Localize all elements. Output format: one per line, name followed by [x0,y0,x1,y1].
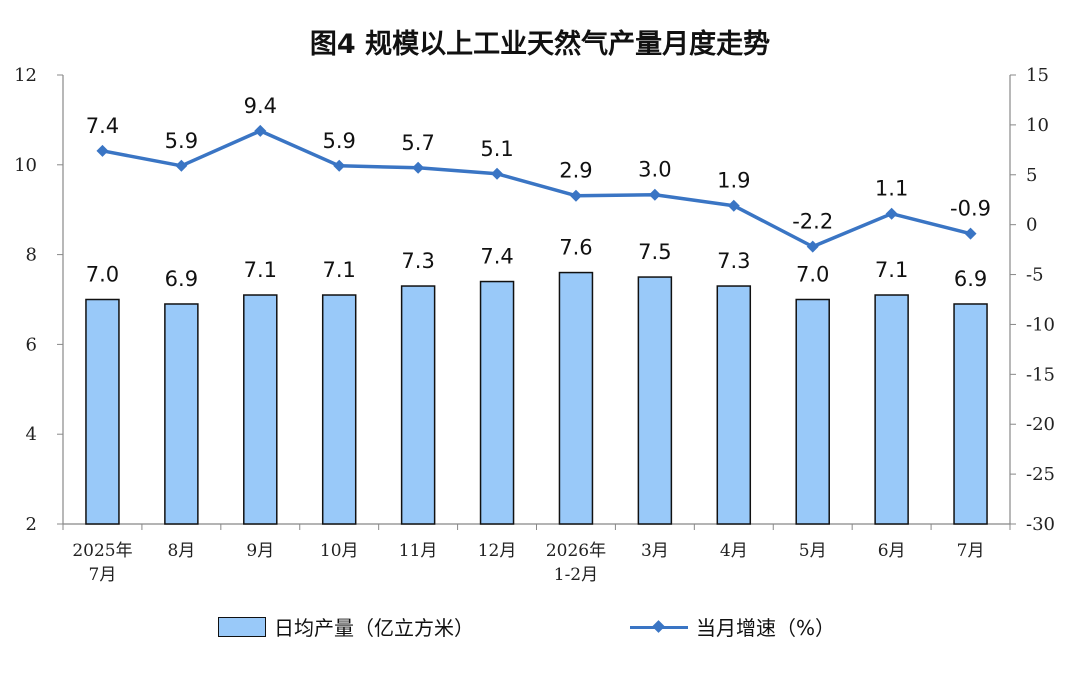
bar [558,271,594,525]
x-tick-label: 12月 [478,541,517,561]
line-data-label: 2.9 [559,159,592,183]
legend-line-label: 当月增速（%） [696,616,836,640]
bar-data-label: 7.5 [638,240,671,264]
x-tick-label: 7月 [89,565,117,585]
x-tick-label: 9月 [246,541,274,561]
line-point [885,207,898,220]
line-data-label: 9.4 [244,94,277,118]
bar-data-label: 7.6 [559,236,592,260]
line-point [491,167,504,180]
y-left-tick-label: 4 [26,424,37,445]
x-tick-label: 7月 [957,541,985,561]
line-data-label: 5.7 [401,131,434,155]
x-tick-label: 11月 [399,541,438,561]
bar [874,294,909,525]
line-point [727,199,740,212]
bar-data-label: 7.0 [86,263,119,287]
y-right-tick-label: -25 [1026,464,1055,485]
line-point [569,189,582,202]
line-data-label: -2.2 [792,210,833,234]
legend-bar: 日均产量（亿立方米） [218,612,474,641]
chart-title: 图4 规模以上工业天然气产量月度走势 [309,29,771,60]
line-point [964,227,977,240]
bar [795,298,830,525]
legend-line-swatch [630,618,688,636]
line-point [96,144,109,157]
line-data-label: 1.1 [875,177,908,201]
bar [637,276,673,525]
x-tick-label: 2025年 [72,541,132,561]
legend-line: 当月增速（%） [630,612,835,641]
line-point [175,159,188,172]
bar-data-label: 7.4 [480,245,513,269]
line-point [806,240,819,253]
y-right-tick-label: -10 [1026,314,1055,335]
line-data-label: 3.0 [638,158,671,182]
y-left-tick-label: 12 [14,65,37,86]
line-point [648,188,661,201]
line-data-label: 5.9 [323,129,356,153]
x-tick-label: 5月 [799,541,827,561]
x-tick-label: 8月 [167,541,195,561]
bar-data-label: 7.1 [244,258,277,282]
legend-bar-swatch [218,616,266,637]
bar [400,285,436,525]
x-tick-label: 1-2月 [554,565,598,585]
y-left-tick-label: 10 [14,155,37,176]
bar [243,294,278,525]
y-left-tick-label: 2 [26,514,37,535]
bar-data-label: 6.9 [165,267,198,291]
line-point [412,161,425,174]
bar-data-label: 7.1 [323,258,356,282]
y-right-tick-label: 0 [1026,215,1037,236]
line-data-label: 7.4 [86,114,119,138]
line-data-label: 1.9 [717,169,750,193]
x-tick-label: 6月 [878,541,906,561]
bar-data-label: 7.3 [717,249,750,273]
line-data-label: 5.9 [165,129,198,153]
growth-line [102,129,971,249]
line-data-label: 5.1 [480,137,513,161]
x-tick-label: 10月 [320,541,359,561]
bar-data-label: 7.3 [401,249,434,273]
line-data-label: -0.9 [950,197,991,221]
bar-data-label: 6.9 [954,267,987,291]
line-point [254,124,267,137]
bar [953,303,988,525]
y-left-tick-label: 6 [26,334,37,355]
bar-data-label: 7.0 [796,263,829,287]
x-tick-label: 4月 [720,541,748,561]
x-tick-label: 2026年 [546,541,606,561]
bar [479,280,515,525]
bar [321,294,357,525]
bar [85,298,120,525]
bar [164,303,199,525]
y-right-tick-label: -20 [1026,414,1055,435]
y-right-tick-label: -5 [1026,265,1044,286]
bar-data-label: 7.1 [875,258,908,282]
legend-bar-label: 日均产量（亿立方米） [274,616,474,640]
y-right-tick-label: -30 [1026,514,1055,535]
bar [716,285,752,525]
x-tick-label: 3月 [641,541,669,561]
y-right-tick-label: -15 [1026,364,1055,385]
y-right-tick-label: 15 [1026,65,1049,86]
y-left-tick-label: 8 [26,245,37,266]
y-right-tick-label: 5 [1026,165,1037,186]
y-right-tick-label: 10 [1026,115,1049,136]
line-point [333,159,346,172]
